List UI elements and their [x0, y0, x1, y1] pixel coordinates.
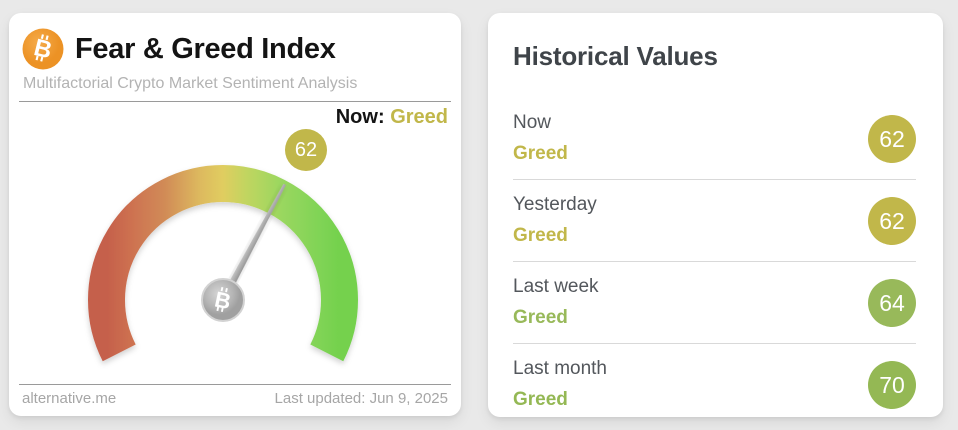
historical-title: Historical Values	[513, 41, 718, 71]
history-row-label: Yesterday	[513, 194, 597, 215]
card-footer: alternative.me Last updated: Jun 9, 2025	[22, 390, 448, 407]
history-row-last-week: Last week Greed 64	[513, 261, 916, 343]
historical-rows: Now Greed 62 Yesterday Greed 62 Last wee…	[513, 98, 916, 425]
now-classification: Greed	[390, 106, 448, 128]
history-row-classification: Greed	[513, 143, 568, 164]
card-subtitle: Multifactorial Crypto Market Sentiment A…	[23, 75, 358, 92]
bitcoin-icon: B	[22, 28, 64, 70]
history-row-classification: Greed	[513, 389, 568, 410]
history-value-badge: 70	[868, 360, 916, 409]
gauge-needle	[219, 183, 286, 302]
page-title: Fear & Greed Index	[75, 32, 336, 65]
last-updated: Last updated: Jun 9, 2025	[274, 390, 448, 407]
source-link[interactable]: alternative.me	[22, 390, 117, 407]
footer-divider	[19, 384, 451, 385]
now-label: Now:	[335, 106, 385, 128]
history-row-label: Now	[513, 112, 552, 133]
history-value-badge: 62	[868, 196, 916, 245]
gauge-arc	[88, 165, 358, 362]
header-divider	[19, 101, 451, 102]
fear-greed-card: B Fear & Greed Index Multifactorial Cryp…	[9, 13, 461, 416]
gauge: B	[88, 165, 358, 362]
history-row-last-month: Last month Greed 70	[513, 343, 916, 425]
history-row-yesterday: Yesterday Greed 62	[513, 179, 916, 261]
history-value-badge: 64	[868, 278, 916, 327]
history-row-classification: Greed	[513, 307, 568, 328]
card-header: B Fear & Greed Index	[22, 28, 449, 70]
gauge-value-badge: 62	[285, 129, 327, 171]
history-row-now: Now Greed 62	[513, 98, 916, 179]
history-value-badge: 62	[868, 114, 916, 163]
history-row-classification: Greed	[513, 225, 568, 246]
history-row-label: Last week	[513, 276, 599, 297]
gauge-hub-bitcoin-icon: B	[201, 278, 245, 322]
historical-values-card: Historical Values Now Greed 62 Yesterday…	[488, 13, 943, 417]
history-row-label: Last month	[513, 358, 607, 379]
now-status: Now: Greed	[336, 106, 448, 129]
